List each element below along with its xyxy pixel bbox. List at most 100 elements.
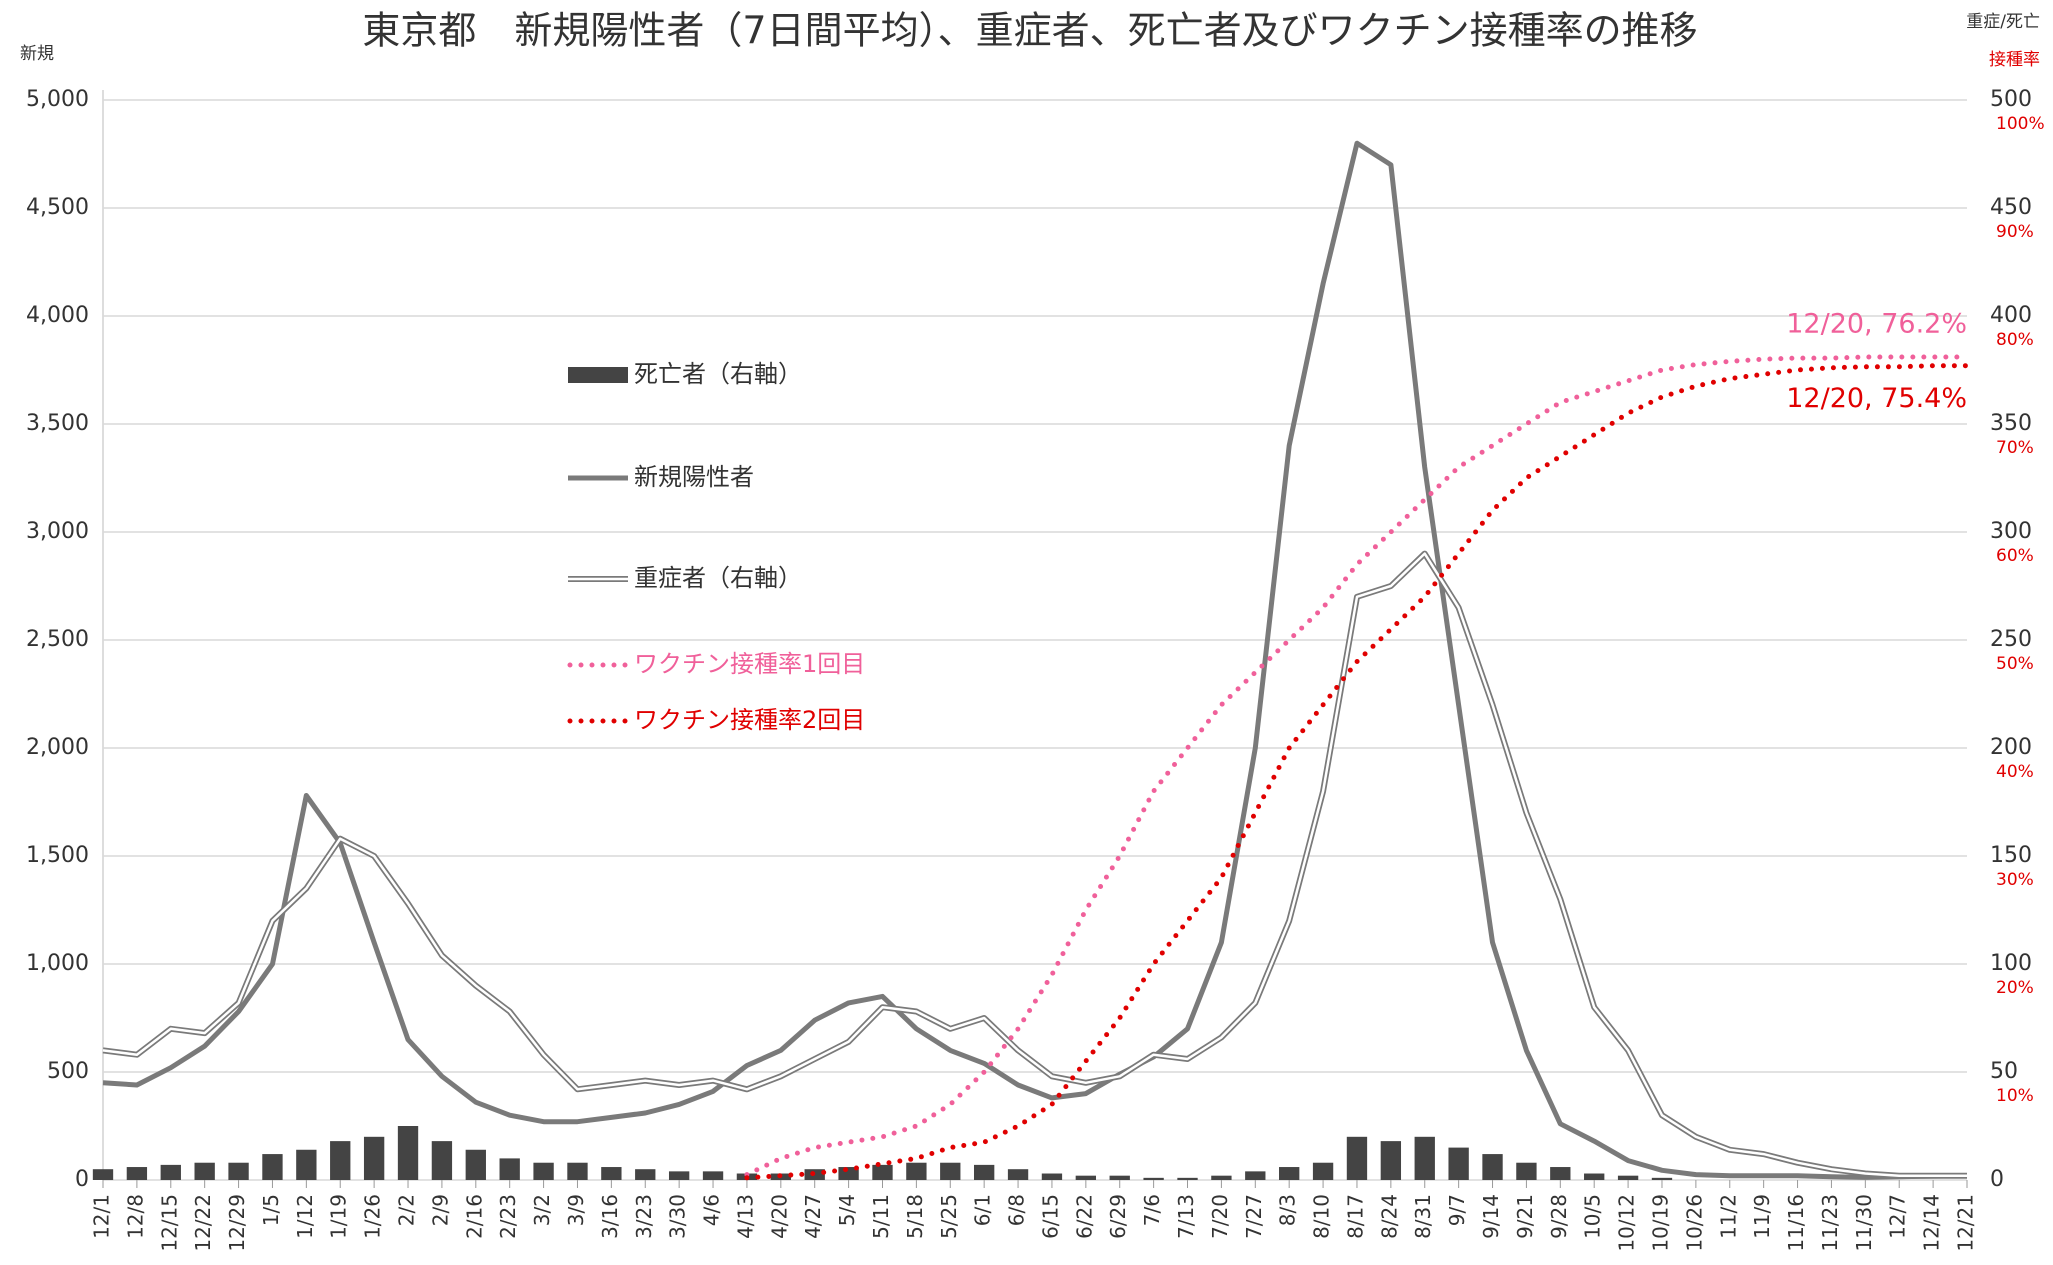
x-tick-label: 12/15	[157, 1194, 181, 1252]
x-tick-label: 8/24	[1377, 1194, 1401, 1239]
bar	[601, 1167, 622, 1180]
x-tick-label: 2/23	[496, 1194, 520, 1239]
x-tick-label: 8/3	[1276, 1194, 1300, 1226]
y-tick-label: 0	[75, 1167, 89, 1192]
y3-tick-label: 30%	[1996, 870, 2034, 890]
bar	[1550, 1167, 1571, 1180]
line	[744, 363, 1970, 1181]
x-tick-label: 2/2	[395, 1194, 419, 1226]
x-tick-label: 12/7	[1886, 1194, 1910, 1239]
x-tick-label: 7/13	[1174, 1194, 1198, 1239]
bar	[363, 1136, 385, 1180]
bar	[702, 1171, 724, 1180]
x-tick-label: 12/14	[1920, 1194, 1944, 1252]
bar	[668, 1171, 690, 1180]
y2-tick-label: 150	[1990, 843, 2032, 868]
x-tick-label: 8/31	[1411, 1194, 1435, 1239]
bar	[1245, 1171, 1266, 1180]
bar	[940, 1162, 961, 1180]
y2-tick-label: 0	[1990, 1167, 2004, 1192]
y2-tick-label: 200	[1990, 735, 2032, 760]
x-tick-label: 8/17	[1343, 1194, 1367, 1239]
x-tick-label: 9/21	[1513, 1194, 1537, 1239]
bar	[1007, 1169, 1029, 1180]
x-tick-label: 7/6	[1140, 1194, 1164, 1226]
x-tick-label: 10/5	[1581, 1194, 1605, 1239]
bar	[906, 1162, 927, 1180]
x-tick-label: 11/30	[1852, 1194, 1876, 1252]
legend-label: 新規陽性者	[634, 463, 754, 491]
y2-tick-label: 300	[1990, 519, 2032, 544]
x-tick-label: 12/1	[90, 1194, 114, 1239]
x-tick-label: 2/9	[428, 1194, 452, 1226]
y-tick-label: 5,000	[26, 87, 89, 112]
x-tick-label: 10/26	[1682, 1194, 1706, 1252]
y2-tick-label: 50	[1990, 1059, 2018, 1084]
x-tick-label: 4/6	[700, 1194, 724, 1226]
bar	[1380, 1141, 1402, 1180]
y-tick-label: 1,500	[26, 843, 89, 868]
bar	[1312, 1162, 1334, 1180]
line	[744, 354, 1970, 1178]
x-tick-label: 1/5	[259, 1194, 283, 1226]
bar	[1516, 1162, 1537, 1180]
x-tick-label: 3/9	[564, 1194, 588, 1226]
y-tick-label: 3,000	[26, 519, 89, 544]
x-tick-label: 3/23	[632, 1194, 656, 1239]
y2-tick-label: 100	[1990, 951, 2032, 976]
bar	[973, 1164, 995, 1180]
y2-tick-label: 400	[1990, 303, 2032, 328]
x-tick-label: 9/28	[1547, 1194, 1571, 1239]
y-tick-label: 1,000	[26, 951, 89, 976]
legend-label: 重症者（右軸）	[634, 564, 802, 592]
x-tick-label: 12/8	[123, 1194, 147, 1239]
bar	[1211, 1175, 1232, 1180]
y2-tick-label: 350	[1990, 411, 2032, 436]
y-tick-label: 2,000	[26, 735, 89, 760]
x-tick-label: 9/7	[1445, 1194, 1469, 1226]
bar	[228, 1162, 249, 1180]
y-tick-label: 2,500	[26, 627, 89, 652]
bar	[1651, 1177, 1673, 1180]
x-tick-label: 8/10	[1310, 1194, 1334, 1239]
x-tick-label: 11/9	[1750, 1194, 1774, 1239]
x-tick-label: 12/29	[225, 1194, 249, 1252]
y3-tick-label: 60%	[1996, 546, 2034, 566]
y3-tick-label: 80%	[1996, 330, 2034, 350]
y-axis-label: 新規	[20, 44, 54, 64]
x-tick-label: 11/2	[1716, 1194, 1740, 1239]
legend-swatch	[568, 367, 628, 383]
x-tick-label: 3/2	[530, 1194, 554, 1226]
bar	[1448, 1147, 1469, 1180]
chart-title: 東京都 新規陽性者（7日間平均）、重症者、死亡者及びワクチン接種率の推移	[362, 9, 1697, 53]
x-tick-label: 10/19	[1648, 1194, 1672, 1252]
legend-label: ワクチン接種率1回目	[634, 650, 865, 678]
y2-tick-label: 250	[1990, 627, 2032, 652]
bar	[126, 1167, 148, 1180]
y3-tick-label: 10%	[1996, 1086, 2034, 1106]
bar	[872, 1164, 893, 1180]
bar	[635, 1169, 656, 1180]
x-tick-label: 3/16	[598, 1194, 622, 1239]
y3-tick-label: 90%	[1996, 222, 2034, 242]
y-tick-label: 500	[47, 1059, 89, 1084]
x-tick-label: 5/25	[937, 1194, 961, 1239]
x-tick-label: 9/14	[1479, 1194, 1503, 1239]
bar	[567, 1162, 588, 1180]
bar	[465, 1149, 486, 1180]
bar	[160, 1164, 181, 1180]
bar	[1143, 1177, 1164, 1180]
bar	[1584, 1173, 1605, 1180]
y3-tick-label: 100%	[1996, 114, 2045, 134]
bar	[194, 1162, 215, 1180]
bar	[431, 1141, 453, 1180]
y2-tick-label: 450	[1990, 195, 2032, 220]
bar	[1346, 1136, 1368, 1180]
x-tick-label: 6/15	[1038, 1194, 1062, 1239]
bar	[1617, 1175, 1639, 1180]
y3-tick-label: 70%	[1996, 438, 2034, 458]
bar	[1075, 1175, 1097, 1180]
x-tick-label: 12/21	[1954, 1194, 1978, 1252]
y3-axis-label: 接種率	[1989, 50, 2040, 70]
